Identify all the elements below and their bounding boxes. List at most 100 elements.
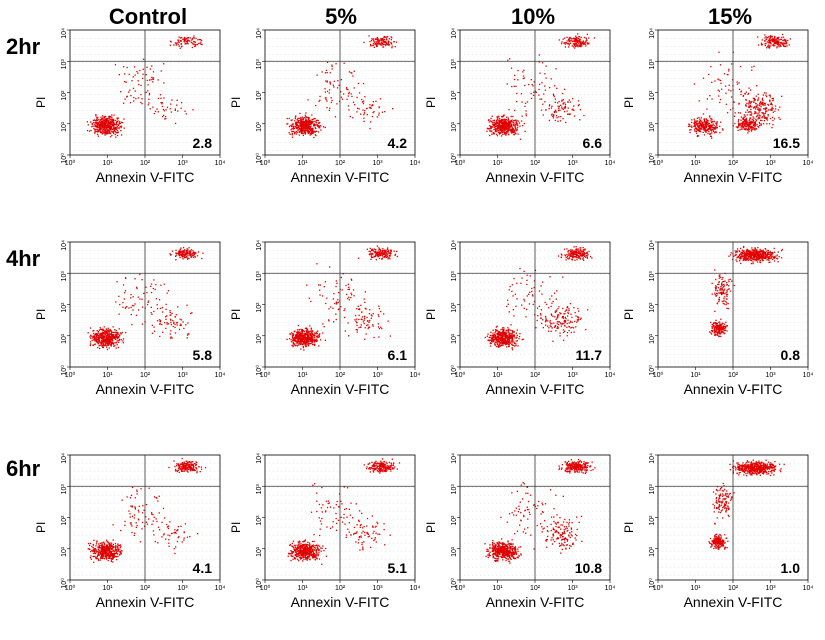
event-point	[544, 73, 545, 74]
background-dot	[337, 70, 338, 71]
background-dot	[341, 54, 342, 55]
event-point	[768, 109, 769, 110]
background-dot	[496, 54, 497, 55]
background-dot	[532, 38, 533, 39]
background-dot	[742, 150, 743, 151]
background-dot	[734, 134, 735, 135]
background-dot	[353, 142, 354, 143]
background-dot	[682, 70, 683, 71]
background-dot	[802, 142, 803, 143]
background-dot	[202, 54, 203, 55]
event-point	[317, 125, 318, 126]
event-point	[505, 122, 506, 123]
background-dot	[516, 150, 517, 151]
background-dot	[349, 78, 350, 79]
event-point	[766, 47, 767, 48]
event-point	[308, 121, 309, 122]
background-dot	[488, 38, 489, 39]
background-dot	[694, 150, 695, 151]
background-dot	[401, 126, 402, 127]
background-dot	[726, 46, 727, 47]
background-dot	[512, 102, 513, 103]
background-dot	[413, 86, 414, 87]
event-point	[512, 116, 513, 117]
background-dot	[600, 62, 601, 63]
row-title-4hr: 4hr	[6, 246, 40, 272]
event-point	[151, 79, 152, 80]
background-dot	[281, 150, 282, 151]
background-dot	[682, 62, 683, 63]
event-point	[363, 103, 364, 104]
background-dot	[198, 70, 199, 71]
background-dot	[385, 118, 386, 119]
event-point	[377, 116, 378, 117]
event-point	[308, 119, 309, 120]
background-dot	[532, 54, 533, 55]
event-point	[515, 128, 516, 129]
background-dot	[202, 46, 203, 47]
background-dot	[524, 118, 525, 119]
event-point	[194, 41, 195, 42]
background-dot	[472, 150, 473, 151]
event-point	[356, 111, 357, 112]
background-dot	[377, 126, 378, 127]
event-point	[515, 86, 516, 87]
background-dot	[218, 142, 219, 143]
background-dot	[730, 118, 731, 119]
event-point	[385, 42, 386, 43]
background-dot	[520, 118, 521, 119]
background-dot	[154, 142, 155, 143]
background-dot	[413, 46, 414, 47]
event-point	[501, 128, 502, 129]
background-dot	[289, 110, 290, 111]
background-dot	[670, 38, 671, 39]
background-dot	[500, 134, 501, 135]
event-point	[488, 120, 489, 121]
background-dot	[536, 70, 537, 71]
background-dot	[766, 46, 767, 47]
background-dot	[694, 54, 695, 55]
background-dot	[114, 78, 115, 79]
background-dot	[206, 46, 207, 47]
event-point	[161, 103, 162, 104]
background-dot	[604, 54, 605, 55]
event-point	[382, 112, 383, 113]
background-dot	[381, 54, 382, 55]
background-dot	[766, 126, 767, 127]
background-dot	[706, 142, 707, 143]
event-point	[299, 113, 300, 114]
background-dot	[405, 94, 406, 95]
event-point	[116, 129, 117, 130]
background-dot	[357, 46, 358, 47]
event-point	[583, 115, 584, 116]
background-dot	[293, 110, 294, 111]
background-dot	[341, 62, 342, 63]
event-point	[124, 81, 125, 82]
background-dot	[798, 86, 799, 87]
event-point	[102, 127, 103, 128]
event-point	[103, 125, 104, 126]
background-dot	[365, 38, 366, 39]
event-point	[165, 118, 166, 119]
background-dot	[674, 62, 675, 63]
background-dot	[746, 46, 747, 47]
background-dot	[130, 134, 131, 135]
event-point	[768, 40, 769, 41]
background-dot	[110, 94, 111, 95]
background-dot	[488, 118, 489, 119]
background-dot	[162, 118, 163, 119]
background-dot	[484, 102, 485, 103]
background-dot	[413, 78, 414, 79]
event-point	[489, 121, 490, 122]
background-dot	[674, 150, 675, 151]
background-dot	[488, 94, 489, 95]
background-dot	[297, 150, 298, 151]
background-dot	[206, 110, 207, 111]
event-point	[94, 126, 95, 127]
background-dot	[742, 94, 743, 95]
background-dot	[90, 54, 91, 55]
event-point	[506, 117, 507, 118]
background-dot	[297, 78, 298, 79]
event-point	[772, 41, 773, 42]
event-point	[378, 114, 379, 115]
